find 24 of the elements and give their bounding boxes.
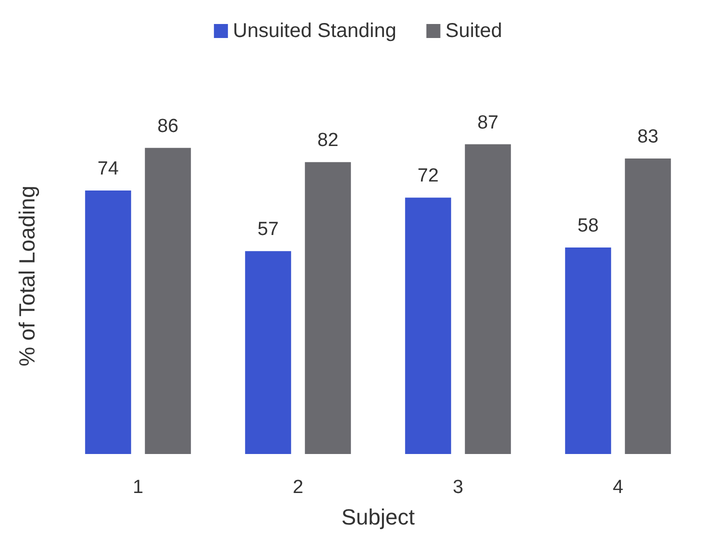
bar <box>245 251 292 454</box>
data-label: 58 <box>578 216 599 237</box>
x-tick-label: 1 <box>132 477 144 498</box>
bar <box>624 158 671 454</box>
bar <box>464 144 511 454</box>
data-label: 87 <box>477 112 498 134</box>
data-label: 74 <box>98 158 120 180</box>
bar <box>144 148 191 454</box>
x-tick-label: 2 <box>292 477 304 498</box>
data-label: 72 <box>418 166 439 187</box>
bar <box>565 248 612 454</box>
data-label: 57 <box>258 219 279 240</box>
legend-label: Unsuited Standing <box>232 20 396 42</box>
legend-label: Suited <box>445 20 502 42</box>
data-label: 83 <box>637 126 658 148</box>
data-label: 82 <box>317 130 338 152</box>
bar <box>85 190 132 454</box>
data-label: 86 <box>157 116 178 137</box>
x-axis-title: Subject <box>341 504 415 530</box>
bar <box>405 198 452 454</box>
bar <box>304 162 351 454</box>
x-tick-label: 4 <box>612 477 624 498</box>
y-axis-title: % of Total Loading <box>14 186 40 366</box>
x-tick-label: 3 <box>452 477 464 498</box>
